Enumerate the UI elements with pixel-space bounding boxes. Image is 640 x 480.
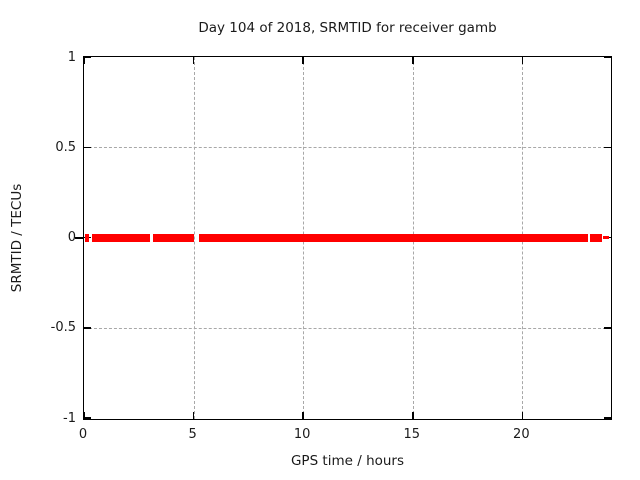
x-tick-label: 20 [513,427,530,442]
x-tick-mark-bottom [192,412,195,419]
y-tick-mark-right [604,327,611,329]
x-tick-mark-top [83,57,85,64]
gridline-horizontal [84,147,611,149]
x-tick-mark-bottom [83,412,85,419]
y-tick-label: 1 [67,49,76,65]
x-tick-label: 0 [78,427,88,442]
gridline-horizontal [84,327,611,329]
x-tick-label: 5 [188,427,197,442]
y-tick-mark-right [604,417,611,419]
y-tick-mark-left [84,327,91,329]
y-tick-mark-left [84,417,91,419]
x-tick-mark-top [521,57,524,64]
y-tick-mark-right [604,146,611,148]
y-tick-label: -0.5 [50,320,76,336]
y-tick-label: 0 [67,230,76,245]
gridline-vertical [193,57,195,419]
x-tick-mark-top [302,57,304,64]
data-segment [91,233,150,242]
data-segment [590,233,602,242]
data-segment [152,233,194,242]
x-tick-label: 10 [293,427,311,442]
data-segment [602,236,610,239]
chart-title: Day 104 of 2018, SRMTID for receiver gam… [198,20,497,36]
x-axis-label: GPS time / hours [290,453,405,469]
y-tick-mark-left [84,146,91,148]
x-tick-mark-bottom [302,412,304,419]
data-segment [198,233,589,242]
x-tick-mark-top [192,57,195,64]
y-tick-label: 0.5 [55,139,76,155]
y-zero-tick-outward [75,237,84,239]
y-tick-mark-right [604,56,611,58]
x-tick-mark-bottom [412,412,414,419]
y-tick-label: -1 [63,410,76,426]
data-segment [85,233,90,242]
x-tick-label: 15 [403,427,421,442]
y-tick-mark-left [84,56,91,58]
plot-area [83,56,612,420]
x-tick-mark-top [412,57,414,64]
x-tick-mark-bottom [521,412,524,419]
